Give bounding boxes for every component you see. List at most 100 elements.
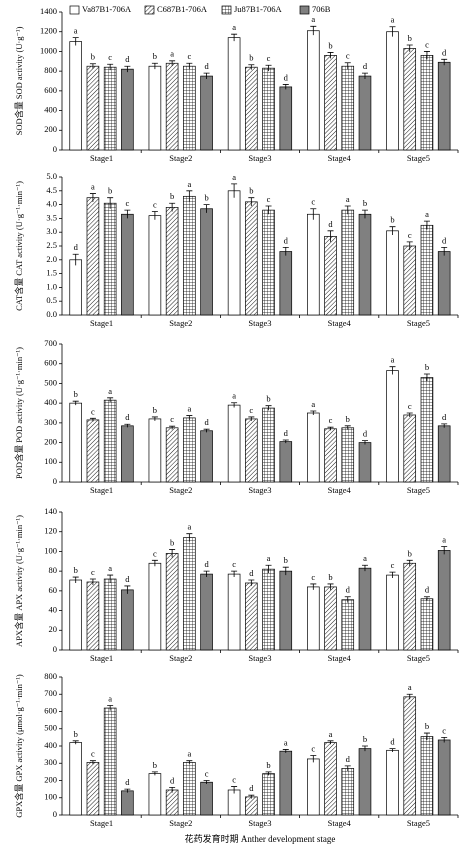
significance-label: c: [249, 405, 253, 415]
bar: [86, 762, 100, 816]
bar: [324, 428, 337, 483]
bar: [200, 208, 213, 316]
error-bar: [186, 190, 193, 202]
error-bar: [282, 84, 289, 90]
significance-label: b: [328, 40, 332, 50]
significance-label: a: [187, 749, 191, 759]
y-axis-label: APX含量 APX activity (U·g⁻¹·min⁻¹): [14, 515, 24, 647]
error-bar: [72, 253, 79, 266]
error-bar: [124, 65, 131, 73]
y-tick-label: 700: [44, 688, 57, 698]
bar: [86, 419, 100, 483]
x-tick-label: Stage2: [169, 318, 192, 328]
bar: [103, 578, 117, 651]
bar: [121, 589, 134, 651]
x-axis-label: 花药发育时期 Anther development stage: [185, 833, 336, 844]
significance-label: d: [204, 559, 209, 569]
significance-label: a: [74, 26, 78, 36]
y-tick-label: 0: [53, 144, 57, 154]
error-bar: [248, 416, 255, 421]
bar: [245, 582, 258, 651]
significance-label: a: [284, 737, 288, 747]
bar: [403, 414, 417, 483]
bar: [103, 707, 117, 816]
error-bar: [169, 60, 176, 66]
error-bar: [327, 426, 334, 431]
significance-label: a: [187, 179, 191, 189]
bar: [262, 568, 275, 651]
significance-label: d: [125, 574, 130, 584]
bar: [279, 570, 293, 651]
significance-label: b: [363, 198, 367, 208]
y-tick-label: 500: [44, 377, 57, 387]
y-tick-label: 800: [44, 65, 57, 75]
x-tick-label: Stage2: [169, 485, 192, 495]
bar: [386, 574, 399, 651]
error-bar: [282, 749, 289, 753]
significance-label: d: [284, 235, 289, 245]
bar: [165, 207, 179, 316]
bar: [69, 41, 82, 151]
error-bar: [186, 415, 193, 421]
bar: [245, 418, 258, 483]
bar: [86, 65, 100, 151]
error-bar: [89, 193, 96, 202]
error-bar: [423, 596, 430, 601]
y-tick-label: 120: [44, 526, 57, 536]
error-bar: [310, 755, 317, 763]
error-bar: [186, 760, 193, 765]
error-bar: [344, 765, 351, 772]
error-bar: [89, 63, 96, 69]
x-tick-label: Stage1: [90, 653, 113, 663]
error-bar: [124, 788, 131, 793]
bar: [358, 442, 372, 483]
y-tick-label: 800: [44, 671, 57, 681]
y-tick-label: 600: [44, 705, 57, 715]
x-tick-label: Stage5: [407, 485, 430, 495]
error-bar: [361, 440, 368, 445]
error-bar: [72, 576, 79, 583]
error-bar: [441, 736, 448, 743]
significance-label: c: [108, 52, 112, 62]
bar: [358, 748, 372, 816]
error-bar: [169, 202, 176, 212]
significance-label: d: [284, 72, 289, 82]
error-bar: [441, 246, 448, 256]
bar: [279, 750, 293, 816]
significance-label: b: [425, 362, 429, 372]
x-tick-label: Stage3: [248, 318, 271, 328]
bar: [183, 417, 196, 483]
bar: [262, 773, 275, 816]
y-tick-label: 2.0: [46, 254, 57, 264]
significance-label: b: [153, 760, 157, 770]
bar: [279, 86, 293, 151]
significance-label: c: [391, 560, 395, 570]
bar: [148, 773, 162, 816]
error-bar: [231, 183, 238, 198]
bar: [165, 789, 179, 816]
significance-label: a: [408, 682, 412, 692]
significance-label: b: [266, 394, 270, 404]
y-tick-label: 400: [44, 105, 57, 115]
significance-label: b: [266, 760, 270, 770]
error-bar: [406, 693, 413, 700]
x-tick-label: Stage5: [407, 153, 430, 163]
error-bar: [327, 230, 334, 242]
error-bar: [265, 64, 272, 72]
significance-label: c: [153, 548, 157, 558]
y-tick-label: 100: [44, 545, 57, 555]
x-tick-label: Stage1: [90, 818, 113, 828]
significance-label: a: [232, 391, 236, 401]
significance-label: b: [74, 729, 78, 739]
bar: [69, 259, 82, 316]
error-bar: [89, 578, 96, 585]
y-tick-label: 400: [44, 397, 57, 407]
bar: [420, 598, 434, 651]
error-bar: [310, 583, 317, 590]
y-tick-label: 80: [49, 565, 58, 575]
y-tick-label: 600: [44, 85, 57, 95]
bar: [103, 66, 117, 151]
significance-label: d: [249, 568, 254, 578]
error-bar: [441, 546, 448, 555]
significance-label: b: [91, 52, 95, 62]
